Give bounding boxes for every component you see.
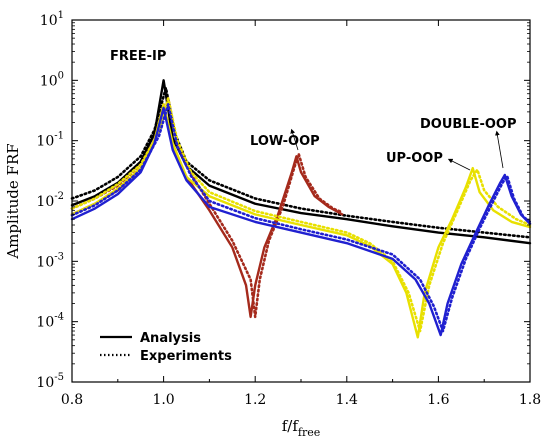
legend-label: Analysis: [140, 331, 201, 346]
y-tick-label: 10-5: [36, 372, 64, 391]
annotation-arrow: [495, 130, 504, 169]
annotation-arrow: [290, 128, 299, 151]
y-tick-label: 10-3: [36, 251, 64, 270]
legend: Analysis Experiments: [100, 331, 232, 364]
series-layer: [70, 79, 532, 339]
annotation-label: FREE-IP: [110, 49, 166, 64]
y-tick-label: 100: [40, 70, 64, 89]
axes-layer: 0.8 1.0 1.2 1.4 1.6 1.8 101 100 10-1 10-2 10-3 10-4…: [4, 10, 541, 439]
y-tick-label: 10-1: [36, 131, 64, 150]
x-tick-label: 0.8: [61, 392, 83, 408]
y-axis-title: Amplitude FRF: [4, 143, 22, 259]
annotation-label: LOW-OOP: [250, 134, 320, 149]
series-double-oop-experiment: [70, 103, 532, 333]
x-tick-label: 1.4: [336, 392, 358, 408]
annotation-label: UP-OOP: [386, 151, 443, 166]
x-tick-label: 1.8: [519, 392, 541, 408]
annotation-label: DOUBLE-OOP: [420, 117, 517, 132]
annotation-layer: FREE-IP LOW-OOP UP-OOP DOUBLE-OOP: [110, 49, 517, 171]
y-tick-label: 10-2: [36, 191, 64, 210]
x-tick-label: 1.6: [427, 392, 449, 408]
series-free-ip-analysis: [70, 79, 532, 245]
y-tick-label: 101: [40, 10, 64, 29]
legend-label: Experiments: [140, 349, 232, 364]
x-tick-label: 1.2: [244, 392, 266, 408]
series-free-ip-experiment: [70, 86, 532, 239]
annotation-arrow: [447, 158, 471, 171]
x-tick-label: 1.0: [152, 392, 174, 408]
y-tick-label: 10-4: [36, 312, 64, 331]
plot-frame: [71, 19, 531, 383]
x-axis-title: f/ffree: [282, 417, 321, 439]
